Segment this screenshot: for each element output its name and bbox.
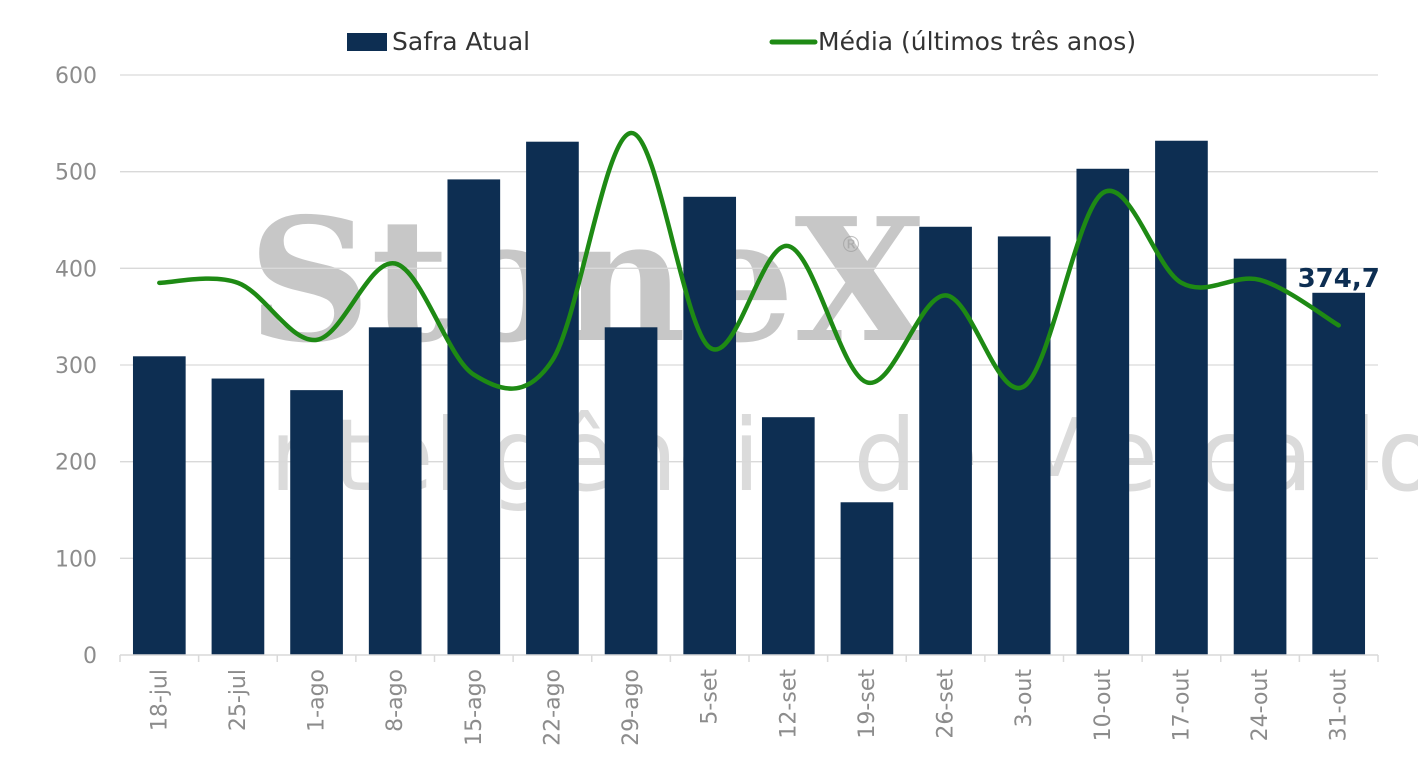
y-tick-label: 400 [55, 257, 97, 282]
y-axis: 0 100 200 300 400 500 600 [55, 64, 97, 669]
bar-26-set [919, 226, 972, 655]
line-media-ultimos-tres-anos [157, 130, 1341, 391]
x-tick-label: 3-out [1012, 669, 1037, 728]
x-tick-label: 5-set [698, 669, 723, 725]
x-tick-label: 31-out [1327, 669, 1352, 742]
data-label-31-out: 374,7 [1298, 264, 1380, 294]
legend-label-safra-atual: Safra Atual [392, 27, 530, 56]
bar-17-out [1155, 140, 1208, 655]
y-tick-label: 0 [83, 644, 97, 669]
bar-18-jul [132, 356, 186, 655]
x-tick-label: 8-ago [383, 669, 408, 732]
bar-15-ago [447, 179, 501, 655]
y-tick-label: 200 [55, 451, 97, 476]
legend-label-media: Média (últimos três anos) [818, 27, 1136, 56]
bar-5-set [683, 196, 737, 656]
bar-22-ago [526, 141, 579, 655]
y-tick-label: 500 [55, 161, 97, 186]
x-tick-label: 15-ago [462, 669, 487, 746]
bar-31-out [1312, 292, 1366, 655]
x-tick-label: 1-ago [305, 669, 330, 732]
watermark-registered-mark: ® [840, 233, 862, 258]
bar-1-ago [290, 390, 343, 655]
bar-series [132, 140, 1366, 656]
watermark-brand: StoneX [248, 181, 926, 381]
bar-3-out [997, 236, 1051, 655]
y-tick-label: 100 [55, 547, 97, 572]
x-axis: 18-jul 25-jul 1-ago 8-ago 15-ago 22-ago 29-ago… [119, 654, 1379, 746]
y-tick-label: 600 [55, 64, 97, 89]
bar-10-out [1076, 168, 1130, 655]
x-tick-label: 24-out [1248, 669, 1273, 742]
bar-25-jul [211, 378, 265, 655]
x-tick-label: 22-ago [540, 669, 565, 746]
x-tick-label: 18-jul [147, 669, 172, 731]
x-tick-label: 25-jul [226, 669, 251, 731]
legend-swatch-safra-atual [347, 33, 387, 51]
bar-12-set [761, 417, 815, 655]
x-tick-label: 12-set [776, 669, 801, 739]
bar-24-out [1233, 258, 1287, 655]
bar-19-set [840, 502, 894, 655]
x-tick-label: 17-out [1169, 669, 1194, 742]
y-tick-label: 300 [55, 354, 97, 379]
watermark-tagline: Inteligência de Mercado [240, 397, 1418, 514]
bar-29-ago [604, 327, 658, 655]
x-tick-label: 19-set [855, 669, 880, 739]
data-labels: 374,7 [1298, 264, 1380, 294]
x-tick-label: 29-ago [619, 669, 644, 746]
bar-8-ago [368, 327, 422, 655]
x-tick-label: 26-set [934, 669, 959, 739]
line-series [157, 130, 1341, 391]
legend: Safra Atual Média (últimos três anos) [347, 27, 1136, 56]
x-tick-label: 10-out [1091, 669, 1116, 742]
